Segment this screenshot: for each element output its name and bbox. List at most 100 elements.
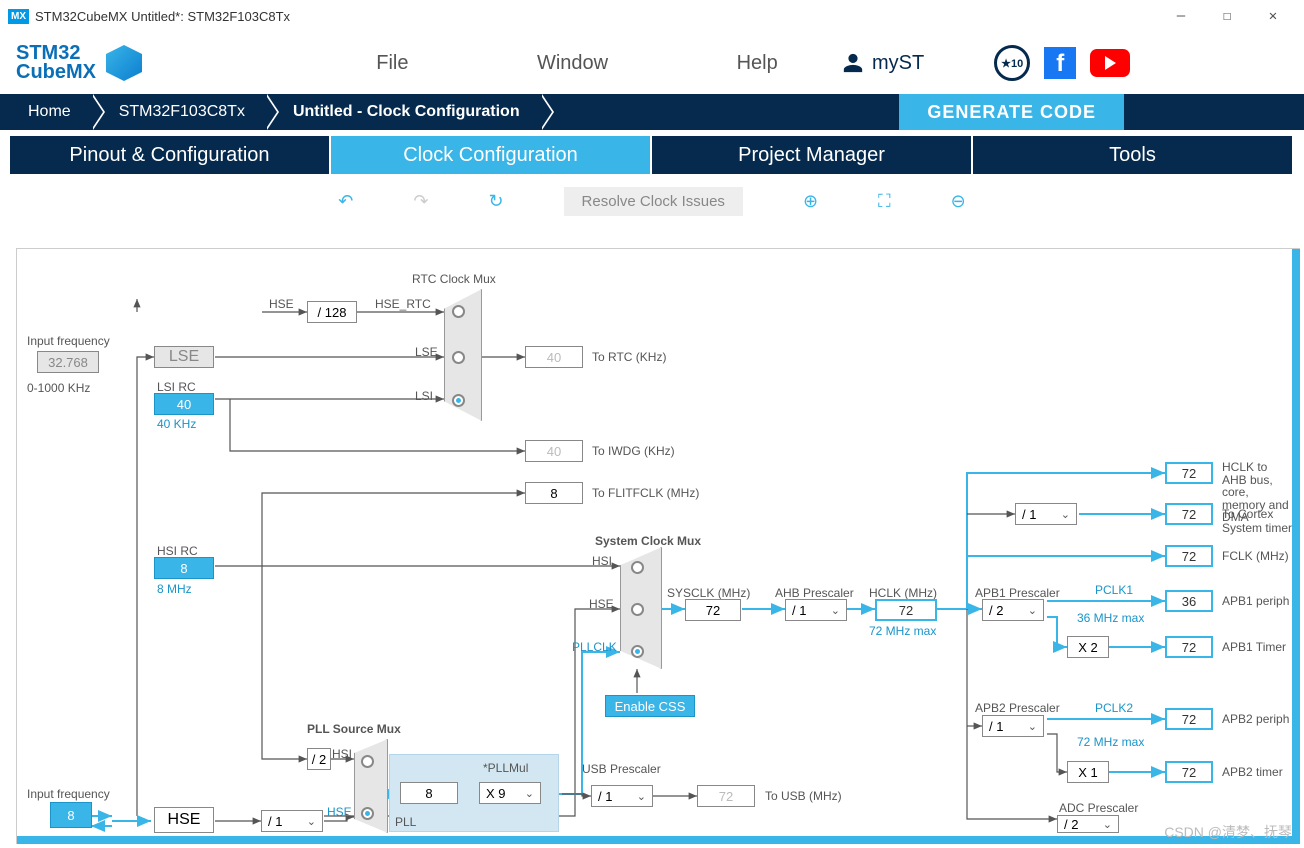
logo-cube-icon bbox=[106, 45, 142, 81]
adc-select[interactable]: / 2⌄ bbox=[1057, 815, 1119, 833]
ahb-label: AHB Prescaler bbox=[775, 586, 854, 600]
menu-file[interactable]: File bbox=[376, 52, 408, 75]
lsi-sig: LSI bbox=[415, 389, 433, 403]
pclk1-max: 36 MHz max bbox=[1077, 611, 1144, 625]
hse-sig2: HSE bbox=[589, 597, 614, 611]
hse-div-select[interactable]: / 1⌄ bbox=[261, 810, 323, 832]
pclk1-box: 36 bbox=[1165, 590, 1213, 612]
flitf-label: To FLITFCLK (MHz) bbox=[592, 486, 699, 500]
flitf-box: 8 bbox=[525, 482, 583, 504]
rtc-out-box: 40 bbox=[525, 346, 583, 368]
pclk2-box: 72 bbox=[1165, 708, 1213, 730]
refresh-icon[interactable]: ↻ bbox=[488, 191, 503, 212]
hclk-box[interactable]: 72 bbox=[875, 599, 937, 621]
clock-toolbar: ↶ ↷ ↻ Resolve Clock Issues ⊕ ⛶ ⊖ bbox=[0, 180, 1304, 222]
close-button[interactable]: ✕ bbox=[1250, 8, 1296, 24]
social-links: ★10 f bbox=[994, 45, 1130, 81]
breadcrumb-home[interactable]: Home bbox=[0, 94, 91, 130]
hclk-ahb-box: 72 bbox=[1165, 462, 1213, 484]
resolve-clock-button[interactable]: Resolve Clock Issues bbox=[564, 187, 743, 216]
topbar: STM32CubeMX File Window Help myST ★10 f bbox=[0, 32, 1304, 94]
quality-badge-icon[interactable]: ★10 bbox=[994, 45, 1030, 81]
tab-pinout[interactable]: Pinout & Configuration bbox=[10, 136, 331, 174]
apb2-select[interactable]: / 1⌄ bbox=[982, 715, 1044, 737]
zoom-in-icon[interactable]: ⊕ bbox=[803, 191, 818, 212]
sysmux-hse[interactable] bbox=[631, 603, 644, 616]
breadcrumb-page[interactable]: Untitled - Clock Configuration bbox=[265, 94, 540, 130]
apb1-select[interactable]: / 2⌄ bbox=[982, 599, 1044, 621]
ahb-select[interactable]: / 1⌄ bbox=[785, 599, 847, 621]
cortex-label: To Cortex System timer bbox=[1222, 507, 1300, 535]
sysclk-label: SYSCLK (MHz) bbox=[667, 586, 750, 600]
hse-rtc-label: HSE_RTC bbox=[375, 297, 431, 311]
maximize-button[interactable]: ☐ bbox=[1204, 8, 1250, 24]
logo-line2: CubeMX bbox=[16, 63, 96, 82]
watermark: CSDN @清梦、抚琴 bbox=[1164, 822, 1292, 842]
main-menu: File Window Help bbox=[312, 52, 842, 75]
menu-help[interactable]: Help bbox=[737, 52, 778, 75]
pll-hse-sig: HSE bbox=[327, 805, 352, 819]
div128-box: / 128 bbox=[307, 301, 357, 323]
usb-val-box: 72 bbox=[697, 785, 755, 807]
usb-label: USB Prescaler bbox=[582, 762, 661, 776]
facebook-icon[interactable]: f bbox=[1044, 47, 1076, 79]
sysmux-title: System Clock Mux bbox=[595, 534, 701, 548]
adc-label: ADC Prescaler bbox=[1059, 801, 1138, 815]
enable-css-button[interactable]: Enable CSS bbox=[605, 695, 695, 717]
rtc-mux-lse[interactable] bbox=[452, 351, 465, 364]
window-title: STM32CubeMX Untitled*: STM32F103C8Tx bbox=[35, 9, 290, 24]
usb-div-select[interactable]: / 1⌄ bbox=[591, 785, 653, 807]
sysmux-pll[interactable] bbox=[631, 645, 644, 658]
apb1-periph-label: APB1 periph bbox=[1222, 594, 1289, 608]
myst-button[interactable]: myST bbox=[842, 52, 924, 75]
menu-window[interactable]: Window bbox=[537, 52, 608, 75]
cortex-box: 72 bbox=[1165, 503, 1213, 525]
hse-in-box[interactable]: 8 bbox=[50, 802, 92, 828]
pllsrc-hsi[interactable] bbox=[361, 755, 374, 768]
youtube-icon[interactable] bbox=[1090, 49, 1130, 77]
hse-sig-label: HSE bbox=[269, 297, 294, 311]
apb1-x2-box: X 2 bbox=[1067, 636, 1109, 658]
pclk2-label: PCLK2 bbox=[1095, 701, 1133, 715]
pclk1-label: PCLK1 bbox=[1095, 583, 1133, 597]
apb2-label: APB2 Prescaler bbox=[975, 701, 1060, 715]
hclk-label: HCLK (MHz) bbox=[869, 586, 937, 600]
clock-canvas[interactable]: Input frequency 32.768 0-1000 KHz LSE LS… bbox=[16, 248, 1300, 844]
lsi-box[interactable]: 40 bbox=[154, 393, 214, 415]
zoom-out-icon[interactable]: ⊖ bbox=[951, 191, 966, 212]
cortex-div-select[interactable]: / 1⌄ bbox=[1015, 503, 1077, 525]
lse-freq-input[interactable]: 32.768 bbox=[37, 351, 99, 373]
pll-hsi-sig: HSI bbox=[332, 747, 352, 761]
lse-sig: LSE bbox=[415, 345, 438, 359]
pllsrc-hse[interactable] bbox=[361, 807, 374, 820]
tab-tools[interactable]: Tools bbox=[973, 136, 1294, 174]
undo-icon[interactable]: ↶ bbox=[338, 191, 353, 212]
lse-freq-label: Input frequency bbox=[27, 334, 110, 348]
tab-project-manager[interactable]: Project Manager bbox=[652, 136, 973, 174]
redo-icon[interactable]: ↷ bbox=[413, 191, 428, 212]
apb2-timer-box: 72 bbox=[1165, 761, 1213, 783]
rtc-mux-hse[interactable] bbox=[452, 305, 465, 318]
rtc-mux-lsi[interactable] bbox=[452, 394, 465, 407]
tab-clock[interactable]: Clock Configuration bbox=[331, 136, 652, 174]
hse-box[interactable]: HSE bbox=[154, 807, 214, 833]
apb1-label: APB1 Prescaler bbox=[975, 586, 1060, 600]
hsi-mhz: 8 MHz bbox=[157, 582, 192, 596]
myst-label: myST bbox=[872, 52, 924, 75]
generate-code-button[interactable]: GENERATE CODE bbox=[899, 94, 1124, 130]
minimize-button[interactable]: — bbox=[1158, 8, 1204, 24]
sysmux-hsi[interactable] bbox=[631, 561, 644, 574]
fclk-label: FCLK (MHz) bbox=[1222, 549, 1289, 563]
hsi-box[interactable]: 8 bbox=[154, 557, 214, 579]
div2-box: / 2 bbox=[307, 748, 331, 770]
apb1-timer-box: 72 bbox=[1165, 636, 1213, 658]
sysclk-box[interactable]: 72 bbox=[685, 599, 741, 621]
pllmul-label: *PLLMul bbox=[483, 761, 528, 775]
breadcrumb-chip[interactable]: STM32F103C8Tx bbox=[91, 94, 265, 130]
fit-icon[interactable]: ⛶ bbox=[878, 191, 891, 212]
apb2-periph-label: APB2 periph bbox=[1222, 712, 1289, 726]
pllmul-select[interactable]: X 9⌄ bbox=[479, 782, 541, 804]
hclk-max: 72 MHz max bbox=[869, 624, 936, 638]
logo[interactable]: STM32CubeMX bbox=[16, 44, 142, 82]
lse-box[interactable]: LSE bbox=[154, 346, 214, 368]
